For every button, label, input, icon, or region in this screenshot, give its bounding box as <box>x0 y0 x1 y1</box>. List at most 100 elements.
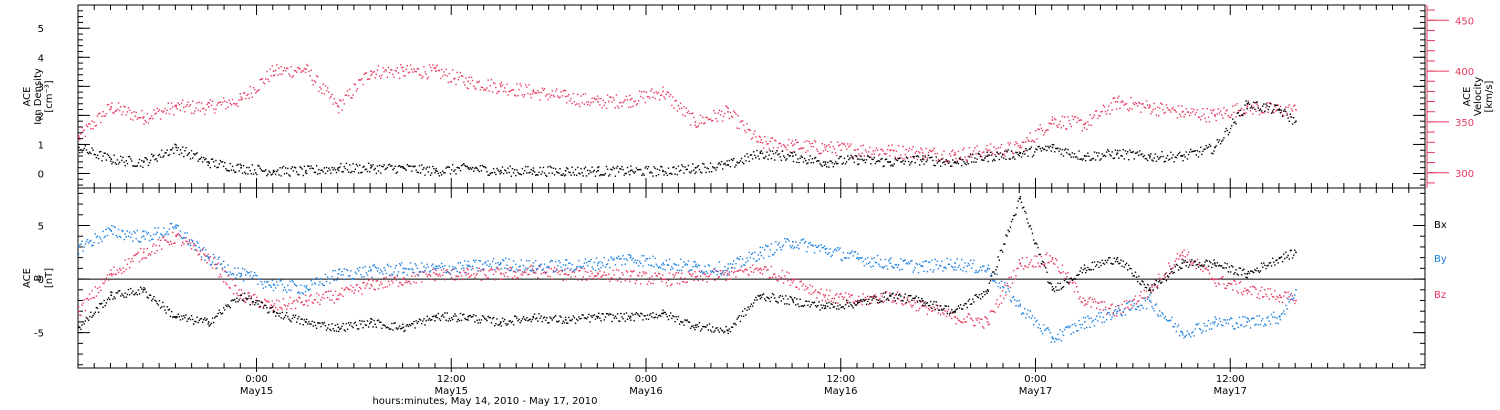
data-point-bx <box>184 316 186 319</box>
data-point-by <box>949 259 952 261</box>
data-point-velocity <box>1221 114 1223 116</box>
data-point-density <box>357 172 360 174</box>
data-point-bz <box>933 306 935 309</box>
data-point-bz <box>1260 286 1263 289</box>
data-point-density <box>1182 159 1184 162</box>
data-point-velocity <box>1058 123 1060 126</box>
data-point-bx <box>249 303 251 306</box>
data-point-by <box>1128 301 1130 303</box>
data-point-bz <box>1268 298 1271 300</box>
data-point-velocity <box>463 81 465 83</box>
data-point-density <box>620 168 622 170</box>
data-point-density <box>203 156 205 159</box>
data-point-bz <box>685 281 687 284</box>
data-point-by <box>291 279 293 282</box>
data-point-density <box>665 172 667 174</box>
data-point-velocity <box>404 75 406 77</box>
data-point-density <box>484 166 486 168</box>
data-point-density <box>334 169 337 171</box>
data-point-by <box>439 266 442 269</box>
data-point-bz <box>875 295 878 298</box>
data-point-bz <box>132 260 134 263</box>
data-point-bz <box>639 271 641 274</box>
data-point-density <box>672 166 674 169</box>
data-point-density <box>901 161 903 163</box>
data-point-bz <box>242 298 245 300</box>
data-point-density <box>845 161 848 163</box>
data-point-by <box>199 249 202 251</box>
data-point-velocity <box>640 95 642 98</box>
data-point-by <box>241 267 244 270</box>
data-point-density <box>730 158 733 161</box>
data-point-density <box>256 173 258 176</box>
data-point-density <box>276 170 278 173</box>
data-point-density <box>1084 159 1087 162</box>
data-point-bz <box>432 268 434 271</box>
data-point-velocity <box>145 121 147 123</box>
data-point-bz <box>407 280 410 282</box>
data-point-bz <box>959 321 962 323</box>
data-point-velocity <box>1030 140 1033 143</box>
data-point-density <box>1185 151 1188 153</box>
data-point-bx <box>267 312 269 314</box>
data-point-density <box>1025 148 1027 150</box>
data-point-bz <box>1187 251 1190 253</box>
data-point-by <box>679 258 682 261</box>
data-point-by <box>964 262 966 264</box>
data-point-bz <box>705 275 707 278</box>
data-point-density <box>759 152 762 155</box>
data-point-density <box>839 156 841 158</box>
data-point-bz <box>1167 262 1170 264</box>
data-point-density <box>735 164 737 166</box>
data-point-velocity <box>110 108 112 110</box>
data-point-by <box>1087 315 1089 317</box>
data-point-by <box>564 259 567 261</box>
data-point-bz <box>1007 285 1009 287</box>
data-point-velocity <box>427 76 430 79</box>
data-point-bz <box>1222 276 1224 278</box>
data-point-bz <box>807 286 809 289</box>
data-point-density <box>713 167 715 169</box>
data-point-bx <box>139 286 142 288</box>
data-point-by <box>1108 312 1110 314</box>
data-point-density <box>1204 148 1206 150</box>
data-point-velocity <box>789 151 791 153</box>
data-point-velocity <box>780 145 783 147</box>
data-point-by <box>437 267 440 270</box>
data-point-bz <box>565 278 568 281</box>
data-point-velocity <box>847 143 849 145</box>
data-point-velocity <box>874 149 877 152</box>
data-point-velocity <box>816 148 818 151</box>
data-point-by <box>889 258 891 261</box>
data-point-velocity <box>881 148 883 151</box>
data-point-bz <box>703 272 705 275</box>
data-point-bz <box>893 300 895 303</box>
data-point-by <box>425 267 427 269</box>
data-point-velocity <box>666 91 669 93</box>
data-point-bz <box>976 319 978 321</box>
data-point-bz <box>543 271 546 273</box>
data-point-density <box>710 170 713 173</box>
data-point-bz <box>831 297 833 300</box>
data-point-bz <box>939 313 942 316</box>
data-point-by <box>179 230 182 232</box>
data-point-density <box>646 168 649 170</box>
data-point-velocity <box>402 70 405 72</box>
data-point-by <box>487 260 489 262</box>
data-point-density <box>1093 151 1096 153</box>
data-point-bx <box>303 319 306 321</box>
data-point-bz <box>1098 302 1100 304</box>
data-point-by <box>84 243 87 245</box>
data-point-bz <box>947 308 950 311</box>
data-point-bz <box>1214 282 1216 284</box>
data-point-density <box>1105 151 1108 153</box>
data-point-density <box>100 150 102 153</box>
data-point-velocity <box>443 71 445 73</box>
data-point-by <box>959 268 962 271</box>
data-point-velocity <box>648 97 651 99</box>
data-point-by <box>904 259 906 261</box>
data-point-velocity <box>891 144 893 146</box>
data-point-by <box>851 250 853 252</box>
data-point-velocity <box>214 112 216 114</box>
data-point-by <box>920 265 922 267</box>
